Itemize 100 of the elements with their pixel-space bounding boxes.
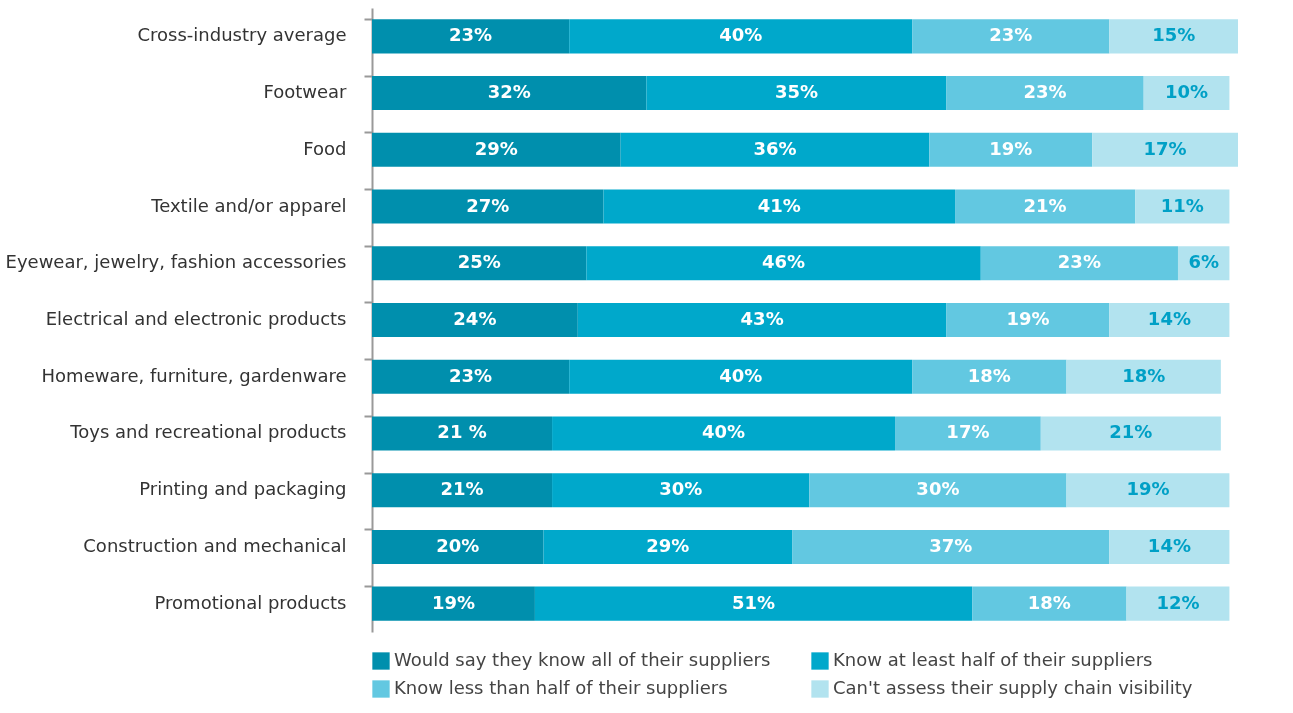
bar [895, 416, 1041, 451]
bar [946, 302, 1110, 338]
data-label: 23% [989, 24, 1033, 46]
y-tick-label: Toys and recreational products [69, 421, 347, 443]
bar [372, 473, 553, 508]
bar [372, 76, 647, 111]
y-tick-label: Cross-industry average [137, 24, 347, 46]
bar [955, 189, 1136, 224]
bar [603, 189, 956, 224]
bar [792, 529, 1110, 564]
legend-label: Would say they know all of their suppliers [394, 649, 771, 670]
bar [1092, 132, 1238, 167]
bar [620, 132, 930, 167]
data-label: 18% [967, 364, 1011, 386]
y-tick-label: Electrical and electronic products [45, 308, 347, 329]
data-label: 21% [440, 478, 484, 500]
data-label: 6% [1188, 251, 1219, 273]
bar [912, 19, 1110, 54]
data-label: 14% [1147, 534, 1191, 556]
bar [577, 302, 947, 338]
bar [552, 416, 896, 451]
bar [586, 246, 981, 281]
bar [1040, 416, 1221, 451]
bar [980, 246, 1178, 281]
data-label: 41% [757, 194, 801, 216]
legend-label: Can't assess their supply chain visibility [833, 677, 1193, 698]
bar [929, 132, 1093, 167]
bar [372, 132, 621, 167]
data-label: 40% [719, 364, 763, 386]
data-label: 30% [916, 478, 960, 500]
y-tick-label: Construction and mechanical [83, 534, 347, 556]
legend-label: Know at least half of their suppliers [833, 649, 1153, 670]
data-label: 27% [466, 194, 510, 216]
bar [1126, 586, 1230, 621]
bar [372, 359, 570, 394]
data-label: 30% [659, 478, 703, 500]
bar [809, 473, 1067, 508]
bar [1135, 189, 1230, 224]
y-tick-label: Printing and packaging [139, 478, 347, 500]
data-label: 25% [457, 251, 501, 273]
data-label: 19% [989, 137, 1033, 159]
data-label: 46% [762, 251, 806, 273]
bar [569, 19, 913, 54]
data-label: 40% [719, 24, 763, 46]
data-label: 21 % [437, 421, 487, 443]
bar [372, 586, 535, 621]
data-label: 18% [1027, 591, 1071, 613]
bar [372, 246, 587, 281]
bar [372, 416, 553, 451]
data-label: 18% [1122, 364, 1166, 386]
bar [372, 529, 544, 564]
bar [543, 529, 793, 564]
bar [372, 19, 570, 54]
bar [912, 359, 1067, 394]
data-label: 51% [732, 591, 776, 613]
data-label: 17% [1143, 137, 1187, 159]
data-label: 15% [1152, 24, 1196, 46]
data-label: 10% [1165, 81, 1209, 103]
data-label: 40% [702, 421, 746, 443]
bar [946, 76, 1144, 111]
data-label: 20% [436, 534, 480, 556]
bar [372, 189, 604, 224]
bar [1066, 473, 1230, 508]
y-tick-label: Footwear [263, 81, 348, 103]
data-label: 43% [740, 308, 784, 329]
data-label: 24% [453, 308, 497, 329]
bar [1109, 302, 1230, 338]
data-label: 19% [431, 591, 475, 613]
bar [646, 76, 947, 111]
data-label: 23% [1057, 251, 1101, 273]
data-label: 29% [646, 534, 690, 556]
bar [552, 473, 810, 508]
data-label: 23% [1023, 81, 1067, 103]
data-label: 37% [929, 534, 973, 556]
data-label: 14% [1147, 308, 1191, 329]
bar [1066, 359, 1221, 394]
bar [569, 359, 913, 394]
data-label: 23% [449, 24, 493, 46]
data-label: 21% [1023, 194, 1067, 216]
data-label: 11% [1160, 194, 1204, 216]
data-label: 17% [946, 421, 990, 443]
data-label: 19% [1006, 308, 1050, 329]
y-tick-label: Textile and/or apparel [150, 194, 347, 216]
legend-label: Know less than half of their suppliers [394, 677, 728, 698]
data-label: 36% [753, 137, 797, 159]
bar [372, 302, 578, 338]
bar [1109, 19, 1238, 54]
y-tick-label: Promotional products [154, 591, 347, 613]
data-label: 19% [1126, 478, 1170, 500]
data-label: 21% [1109, 421, 1153, 443]
data-label: 35% [774, 81, 818, 103]
data-label: 32% [487, 81, 531, 103]
bar [1109, 529, 1230, 564]
bar [972, 586, 1127, 621]
data-label: 23% [449, 364, 493, 386]
y-tick-label: Homeware, furniture, gardenware [41, 364, 347, 386]
bar [534, 586, 973, 621]
data-label: 12% [1156, 591, 1200, 613]
y-tick-label: Eyewear, jewelry, fashion accessories [5, 251, 347, 273]
y-tick-label: Food [303, 137, 347, 159]
